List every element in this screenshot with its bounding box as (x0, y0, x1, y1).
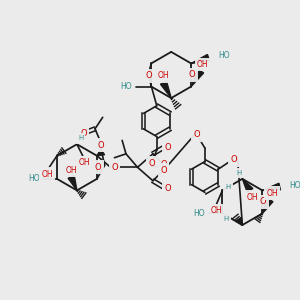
Text: O: O (260, 197, 267, 206)
Text: H: H (224, 216, 229, 222)
Text: O: O (189, 70, 196, 80)
Polygon shape (262, 183, 280, 190)
Polygon shape (160, 81, 171, 98)
Text: O: O (165, 142, 172, 152)
Text: HO: HO (289, 181, 300, 190)
Polygon shape (68, 176, 77, 190)
Polygon shape (236, 218, 242, 225)
Text: OH: OH (197, 60, 208, 69)
Text: OH: OH (79, 158, 90, 167)
Text: H: H (78, 136, 83, 142)
Text: HO: HO (120, 82, 132, 91)
Text: O: O (230, 155, 237, 164)
Text: HO: HO (218, 51, 230, 60)
Text: O: O (165, 184, 172, 193)
Text: O: O (148, 159, 155, 168)
Text: O: O (146, 71, 153, 80)
Text: OH: OH (65, 166, 77, 175)
Text: O: O (111, 163, 118, 172)
Text: H: H (226, 184, 231, 190)
Text: OH: OH (41, 169, 53, 178)
Text: H: H (236, 170, 241, 176)
Text: O: O (194, 130, 200, 139)
Text: O: O (98, 141, 104, 150)
Polygon shape (242, 179, 253, 192)
Polygon shape (191, 69, 204, 86)
Text: O: O (94, 163, 101, 172)
Text: OH: OH (266, 189, 278, 198)
Text: O: O (160, 166, 167, 175)
Text: OH: OH (246, 193, 258, 202)
Polygon shape (191, 55, 210, 63)
Text: O: O (80, 129, 87, 138)
Text: OH: OH (211, 206, 222, 215)
Polygon shape (262, 198, 273, 214)
Text: O: O (160, 160, 167, 169)
Text: HO: HO (28, 174, 40, 183)
Text: HO: HO (194, 209, 205, 218)
Text: OH: OH (158, 71, 169, 80)
Polygon shape (97, 149, 105, 156)
